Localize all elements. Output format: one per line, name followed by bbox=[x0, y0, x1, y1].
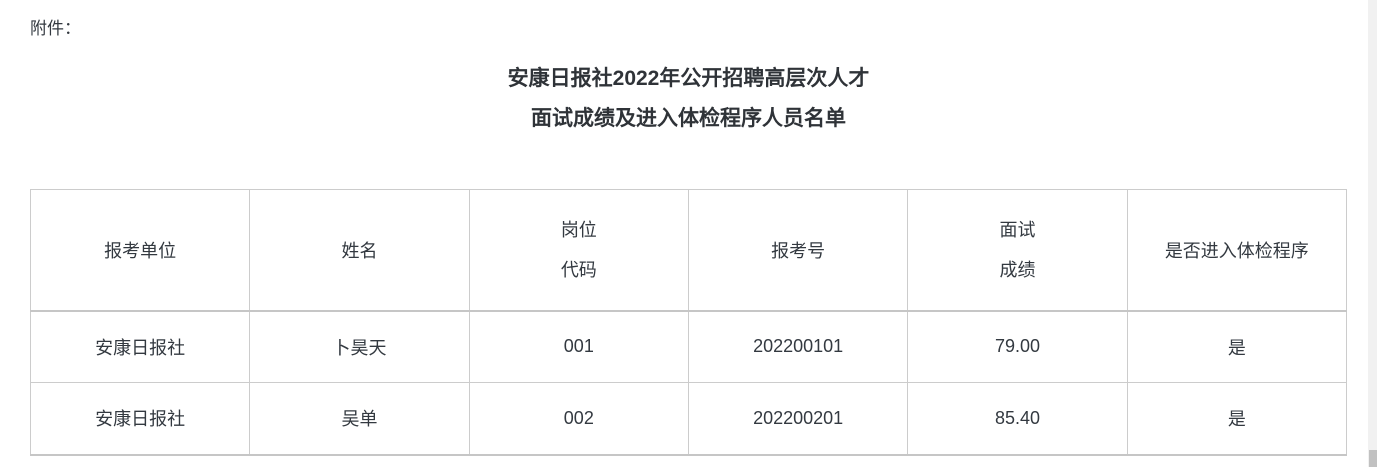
cell-application-no: 202200101 bbox=[687, 310, 909, 383]
cell-unit: 安康日报社 bbox=[29, 382, 251, 455]
col-header-unit: 报考单位 bbox=[29, 189, 251, 312]
table-row: 安康日报社 吴单 002 202200201 85.40 是 bbox=[29, 382, 1348, 455]
cell-physical-exam: 是 bbox=[1126, 310, 1348, 383]
table-header-row: 报考单位 姓名 岗位 代码 报考号 面试 成绩 是否进入体检程序 bbox=[29, 189, 1348, 312]
interview-results-table: 报考单位 姓名 岗位 代码 报考号 面试 成绩 是否进入体检程序 bbox=[29, 189, 1348, 456]
col-header-post-code-line2: 代码 bbox=[560, 259, 597, 280]
col-header-name: 姓名 bbox=[249, 189, 470, 312]
col-header-interview-score-line1: 面试 bbox=[999, 219, 1036, 240]
document-title-line1: 安康日报社2022年公开招聘高层次人才 bbox=[507, 67, 870, 90]
col-header-application-no-label: 报考号 bbox=[771, 240, 826, 261]
scrollbar-thumb[interactable] bbox=[1369, 450, 1377, 467]
col-header-application-no: 报考号 bbox=[687, 189, 909, 312]
attachment-label: 附件： bbox=[30, 19, 81, 38]
cell-post-code: 001 bbox=[468, 310, 689, 383]
col-header-interview-score-line2: 成绩 bbox=[999, 259, 1036, 280]
cell-name: 吴单 bbox=[249, 382, 470, 455]
table-row: 安康日报社 卜昊天 001 202200101 79.00 是 bbox=[29, 310, 1348, 383]
cell-name: 卜昊天 bbox=[249, 310, 470, 383]
document-title-line2: 面试成绩及进入体检程序人员名单 bbox=[531, 107, 846, 130]
cell-interview-score: 79.00 bbox=[907, 310, 1128, 383]
col-header-post-code-line1: 岗位 bbox=[560, 219, 597, 240]
document-title: 安康日报社2022年公开招聘高层次人才 面试成绩及进入体检程序人员名单 bbox=[30, 59, 1347, 139]
col-header-unit-label: 报考单位 bbox=[104, 240, 177, 261]
col-header-name-label: 姓名 bbox=[341, 240, 378, 261]
col-header-physical-exam-label: 是否进入体检程序 bbox=[1164, 240, 1309, 261]
col-header-post-code: 岗位 代码 bbox=[468, 189, 689, 312]
cell-application-no: 202200201 bbox=[687, 382, 909, 455]
document-page: 附件： 安康日报社2022年公开招聘高层次人才 面试成绩及进入体检程序人员名单 … bbox=[29, 0, 1348, 456]
cell-post-code: 002 bbox=[468, 382, 689, 455]
col-header-interview-score: 面试 成绩 bbox=[907, 189, 1128, 312]
cell-physical-exam: 是 bbox=[1126, 382, 1348, 455]
vertical-scrollbar[interactable] bbox=[1368, 0, 1377, 467]
cell-interview-score: 85.40 bbox=[907, 382, 1128, 455]
cell-unit: 安康日报社 bbox=[29, 310, 251, 383]
col-header-physical-exam: 是否进入体检程序 bbox=[1126, 189, 1348, 312]
